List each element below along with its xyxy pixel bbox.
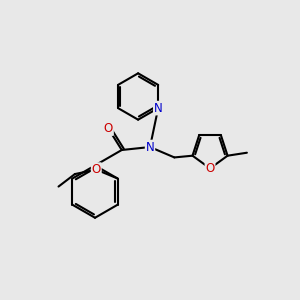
- Text: N: N: [146, 140, 154, 154]
- Text: N: N: [154, 102, 163, 115]
- Text: O: O: [104, 122, 113, 135]
- Text: O: O: [206, 162, 215, 175]
- Text: O: O: [92, 163, 101, 176]
